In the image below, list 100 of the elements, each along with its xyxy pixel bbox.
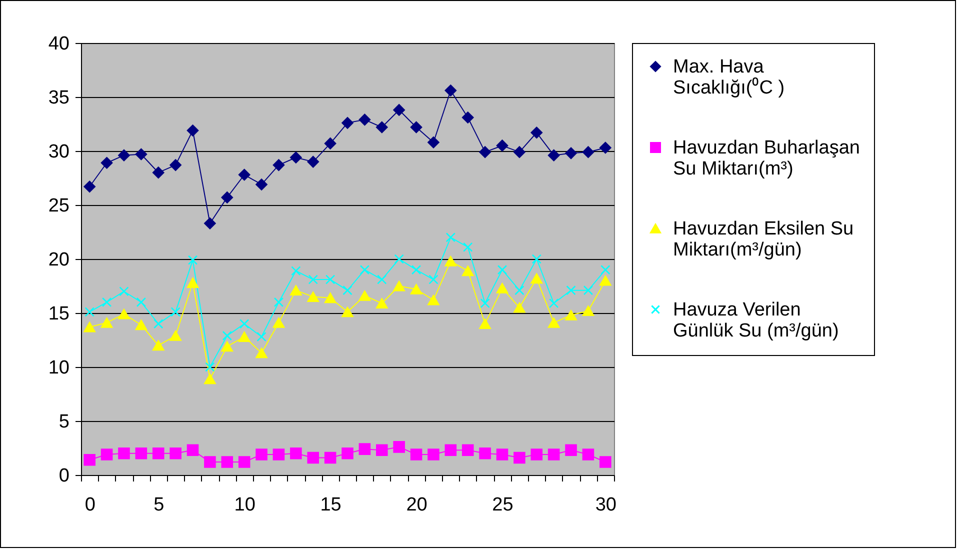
point — [530, 273, 543, 284]
point — [221, 341, 234, 352]
point — [342, 448, 354, 460]
point — [463, 242, 473, 252]
point — [479, 318, 491, 329]
point — [376, 298, 388, 308]
point — [204, 374, 216, 384]
point — [238, 456, 250, 468]
point — [256, 448, 268, 460]
y-tick-label: 35 — [48, 88, 70, 108]
point — [514, 302, 526, 313]
point — [170, 448, 182, 460]
y-tick-label: 25 — [48, 196, 70, 216]
point — [290, 285, 302, 296]
point — [238, 332, 250, 342]
point — [290, 152, 302, 164]
point — [548, 448, 560, 460]
point — [186, 444, 199, 456]
point — [205, 362, 215, 372]
point — [324, 452, 336, 464]
point — [324, 138, 336, 150]
point — [324, 292, 336, 304]
point — [84, 180, 96, 193]
point — [444, 84, 457, 96]
point — [118, 308, 130, 320]
point — [239, 318, 250, 329]
point — [222, 330, 232, 341]
point — [358, 443, 371, 455]
point — [135, 320, 148, 330]
point — [410, 448, 422, 460]
point — [238, 168, 250, 181]
point — [152, 166, 164, 178]
point — [308, 274, 318, 284]
point — [119, 286, 129, 296]
legend-label: Max. Hava Sıcaklığı(⁰C ) — [673, 56, 785, 98]
point — [462, 444, 474, 456]
point — [186, 278, 199, 288]
point — [497, 264, 508, 275]
point — [135, 448, 148, 460]
point — [582, 448, 594, 460]
point — [530, 126, 543, 139]
point — [152, 340, 164, 351]
point — [377, 274, 387, 284]
point — [514, 146, 526, 158]
point — [428, 274, 438, 284]
point — [204, 456, 216, 468]
point — [100, 448, 113, 460]
point — [256, 332, 266, 342]
point — [136, 297, 146, 308]
point — [154, 318, 164, 329]
point — [84, 307, 94, 317]
point — [600, 456, 612, 468]
point — [290, 448, 302, 460]
point — [100, 156, 113, 169]
y-tick-label: 10 — [48, 358, 70, 378]
point — [272, 318, 285, 328]
point — [446, 232, 456, 242]
x-tick-label: 25 — [492, 494, 514, 516]
point — [582, 146, 594, 158]
legend-label: Havuzdan Eksilen Su Miktarı(m³/gün) — [673, 218, 854, 260]
point — [84, 322, 96, 332]
point — [479, 146, 491, 158]
point — [170, 307, 180, 317]
point — [479, 448, 491, 460]
point — [548, 298, 559, 308]
point — [496, 140, 508, 152]
legend-label: Havuzdan Buharlaşan Su Miktarı(m³) — [673, 138, 860, 180]
point — [532, 254, 542, 264]
point — [342, 285, 352, 296]
x-tick-label: 30 — [595, 494, 616, 516]
point — [583, 285, 594, 296]
point — [514, 285, 524, 296]
point — [462, 112, 474, 124]
legend-label: Havuza Verilen Günlük Su (m³/gün) — [673, 300, 839, 342]
x-tick-label: 10 — [234, 494, 256, 516]
point — [496, 448, 508, 460]
point — [582, 306, 594, 316]
point — [272, 159, 285, 171]
point — [204, 217, 216, 230]
point — [428, 136, 440, 148]
point — [102, 297, 112, 308]
point — [462, 266, 474, 276]
point — [274, 297, 284, 308]
point — [530, 448, 543, 460]
point — [480, 298, 490, 308]
y-tick-label: 5 — [58, 412, 70, 432]
point — [411, 264, 422, 275]
point — [444, 444, 457, 456]
point — [152, 448, 164, 460]
point — [186, 124, 199, 136]
point — [118, 149, 130, 162]
point — [84, 454, 96, 466]
point — [360, 264, 370, 275]
x-tick-label: 5 — [154, 494, 164, 516]
point — [393, 441, 405, 453]
point — [393, 104, 405, 116]
point — [565, 444, 577, 456]
point — [307, 452, 320, 464]
point — [291, 266, 301, 276]
point — [376, 121, 388, 134]
